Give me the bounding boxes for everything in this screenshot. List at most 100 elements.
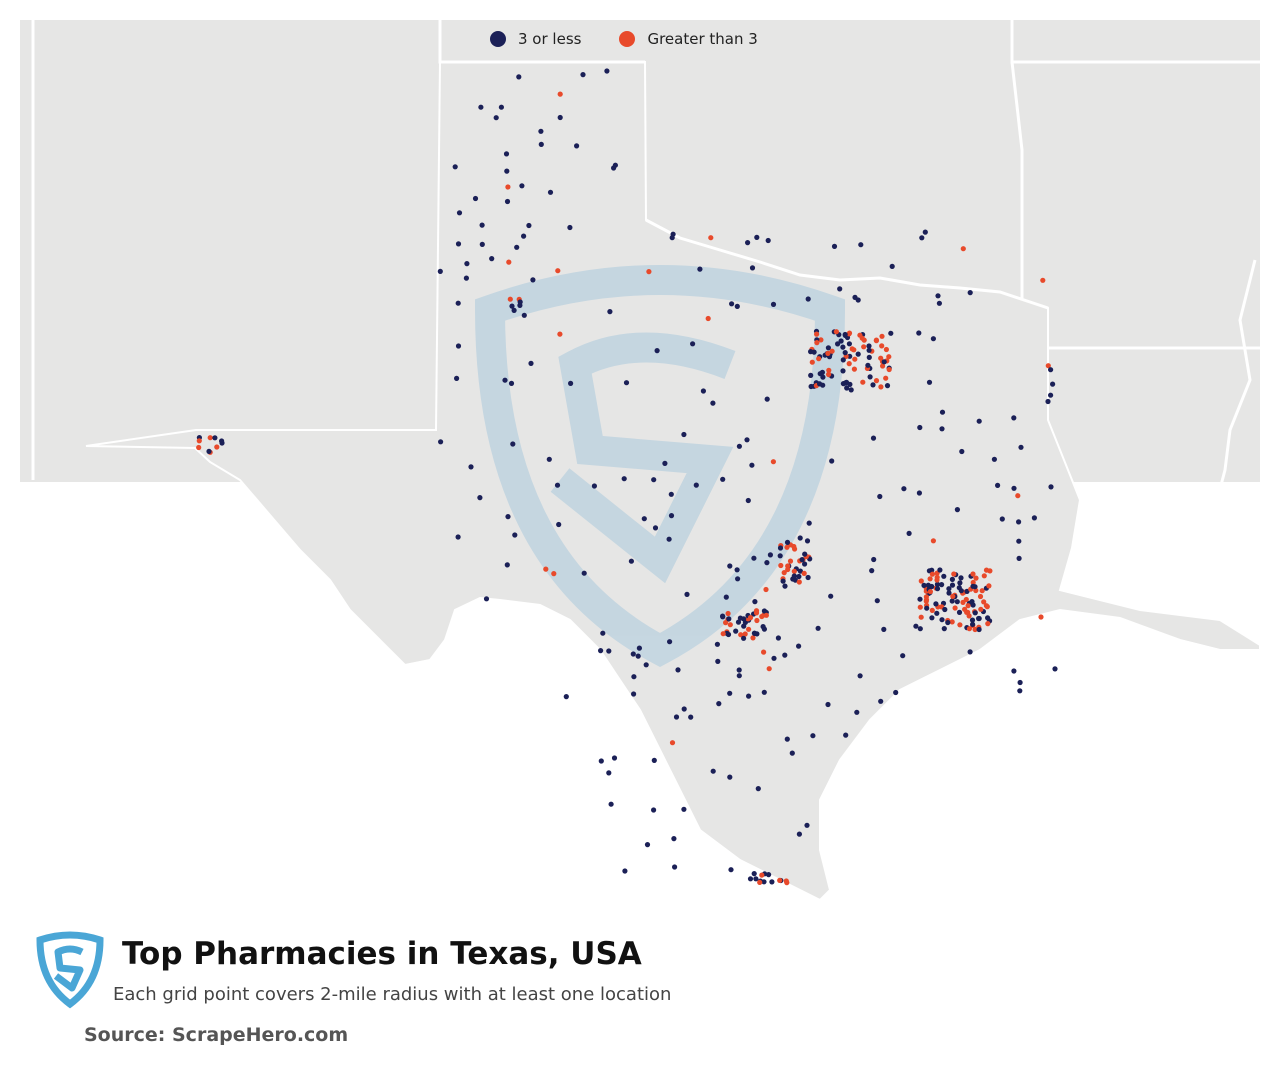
- grid-point: [1048, 484, 1054, 490]
- grid-point: [723, 620, 729, 626]
- grid-point: [1045, 398, 1051, 405]
- grid-point: [1011, 668, 1017, 674]
- grid-point: [956, 585, 962, 591]
- grid-point: [750, 635, 756, 641]
- grid-point: [818, 337, 824, 343]
- grid-point: [867, 374, 873, 380]
- grid-point: [777, 877, 783, 884]
- grid-point: [886, 366, 892, 373]
- grid-point: [901, 486, 907, 492]
- grid-point: [780, 578, 786, 584]
- grid-point: [1038, 614, 1044, 620]
- grid-point: [729, 301, 735, 307]
- grid-point: [927, 589, 934, 595]
- grid-point: [826, 371, 832, 377]
- grid-point: [880, 363, 886, 369]
- grid-point: [753, 876, 759, 882]
- grid-point: [878, 698, 884, 704]
- grid-point: [796, 579, 802, 585]
- grid-point: [766, 666, 772, 672]
- grid-point: [833, 329, 840, 335]
- grid-point: [939, 426, 945, 432]
- grid-point: [710, 768, 716, 774]
- grid-point: [630, 651, 636, 657]
- grid-point: [763, 612, 770, 618]
- grid-point: [956, 609, 963, 616]
- grid-point: [504, 198, 511, 205]
- grid-point: [829, 458, 835, 464]
- grid-point: [808, 383, 814, 390]
- grid-point: [966, 626, 973, 632]
- grid-point: [763, 586, 769, 593]
- grid-point: [816, 356, 822, 362]
- grid-point: [1011, 485, 1017, 491]
- grid-point: [789, 750, 795, 756]
- state-border-nm-ok: [438, 20, 645, 64]
- grid-point: [999, 516, 1005, 522]
- grid-point: [893, 689, 899, 696]
- grid-point: [804, 822, 810, 828]
- grid-point: [749, 462, 755, 468]
- grid-point: [196, 438, 202, 444]
- grid-point: [574, 143, 580, 149]
- grid-point: [881, 626, 887, 633]
- grid-point: [802, 561, 808, 567]
- grid-point: [978, 606, 984, 612]
- grid-point: [976, 626, 982, 633]
- page-subtitle: Each grid point covers 2-mile radius wit…: [113, 984, 672, 1005]
- grid-point: [929, 571, 936, 577]
- grid-point: [509, 303, 515, 309]
- grid-point: [557, 331, 563, 337]
- grid-point: [970, 579, 976, 586]
- grid-point: [455, 534, 461, 540]
- grid-point: [206, 448, 212, 454]
- grid-point: [747, 615, 754, 621]
- grid-point: [796, 831, 803, 837]
- grid-point: [557, 114, 563, 121]
- source-credit: Source: ScrapeHero.com: [84, 1024, 349, 1046]
- grid-point: [929, 615, 935, 621]
- grid-point: [906, 530, 912, 537]
- grid-point: [973, 575, 979, 581]
- grid-point: [736, 443, 743, 449]
- grid-point: [608, 801, 614, 807]
- grid-point: [917, 424, 923, 431]
- grid-point: [796, 643, 802, 649]
- legend: 3 or less Greater than 3: [490, 30, 784, 48]
- grid-point: [976, 615, 982, 622]
- grid-point: [766, 872, 772, 878]
- grid-point: [934, 577, 940, 583]
- grid-point: [939, 617, 945, 623]
- grid-point: [918, 614, 924, 620]
- grid-point: [567, 224, 573, 231]
- grid-point: [761, 608, 768, 614]
- grid-point: [777, 545, 784, 551]
- grid-point: [814, 331, 820, 337]
- legend-dot-low: [490, 31, 506, 47]
- grid-point: [811, 349, 817, 355]
- legend-label-high: Greater than 3: [647, 30, 758, 48]
- grid-point: [493, 115, 499, 121]
- grid-point: [675, 667, 681, 673]
- state-border-ms: [1213, 259, 1260, 510]
- grid-point: [746, 626, 752, 632]
- grid-point: [606, 648, 612, 654]
- grid-point: [950, 593, 956, 600]
- grid-point: [946, 586, 952, 592]
- grid-point: [734, 303, 740, 309]
- grid-point: [879, 333, 885, 339]
- grid-point: [1031, 515, 1037, 521]
- grid-point: [708, 235, 714, 241]
- grid-point: [746, 693, 752, 699]
- grid-point: [782, 652, 788, 658]
- grid-point: [805, 574, 811, 581]
- grid-point: [684, 591, 690, 598]
- grid-point: [771, 655, 777, 661]
- grid-point: [723, 594, 729, 600]
- grid-point: [761, 626, 768, 632]
- grid-point: [697, 266, 703, 272]
- grid-point: [749, 265, 756, 271]
- legend-dot-high: [619, 31, 636, 47]
- grid-point: [851, 366, 858, 372]
- grid-point: [801, 570, 807, 577]
